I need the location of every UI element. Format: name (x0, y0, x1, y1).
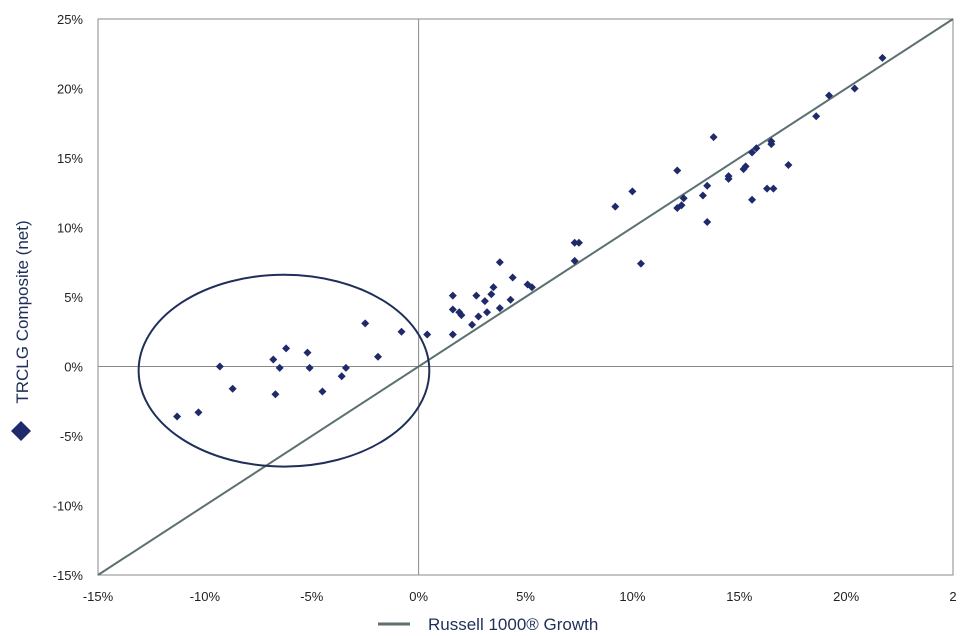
data-point (489, 283, 498, 292)
x-tick-label: 20% (833, 589, 859, 604)
data-point (303, 348, 312, 357)
data-point (673, 166, 682, 175)
y-tick-label: -15% (53, 568, 84, 583)
x-tick-label: -10% (190, 589, 221, 604)
data-point (337, 372, 346, 381)
data-point (495, 304, 504, 313)
data-point (448, 330, 457, 339)
data-point (812, 112, 821, 121)
axes (97, 18, 954, 576)
plot-frame (97, 18, 954, 576)
data-point (767, 137, 776, 146)
x-tick-label: 2 (949, 589, 956, 604)
data-point (318, 387, 327, 396)
data-point (269, 355, 278, 364)
data-point (611, 202, 620, 211)
data-point (474, 312, 483, 321)
data-point (570, 238, 579, 247)
data-point (483, 308, 492, 317)
data-point (703, 217, 712, 226)
data-point (850, 84, 859, 93)
data-point (769, 184, 778, 193)
data-point (878, 53, 887, 62)
y-tick-label: 0% (64, 360, 83, 375)
data-point (361, 319, 370, 328)
data-point (228, 384, 237, 393)
data-point (480, 297, 489, 306)
data-point (570, 256, 579, 265)
data-point (173, 412, 182, 421)
data-point (423, 330, 432, 339)
x-tick-label: 15% (726, 589, 752, 604)
data-point (468, 320, 477, 329)
data-point (508, 273, 517, 282)
data-point (628, 187, 637, 196)
data-point (698, 191, 707, 200)
data-point (763, 184, 772, 193)
data-point (784, 160, 793, 169)
data-point (679, 194, 688, 203)
data-point (741, 162, 750, 171)
y-tick-label: 20% (57, 82, 83, 97)
x-tick-label: -5% (300, 589, 324, 604)
data-point (305, 363, 314, 372)
y-tick-label: -10% (53, 499, 84, 514)
x-tick-labels: -15% -10% -5% 0% 5% 10% 15% 20% 2 (83, 589, 957, 604)
data-point (448, 305, 457, 314)
data-point (574, 238, 583, 247)
data-point (397, 327, 406, 336)
data-point (752, 144, 761, 153)
data-point (825, 91, 834, 100)
data-point (341, 363, 350, 372)
x-axis-title: Russell 1000® Growth (428, 615, 598, 634)
data-point (748, 148, 757, 157)
y-axis-title: TRCLG Composite (net) (13, 220, 32, 403)
y-tick-labels: -15% -10% -5% 0% 5% 10% 15% 20% 25% (53, 12, 84, 583)
data-point (374, 352, 383, 361)
data-point (194, 408, 203, 417)
data-point (677, 201, 686, 210)
y-axis-title-group: TRCLG Composite (net) (11, 220, 32, 441)
data-point (703, 181, 712, 190)
data-point (724, 172, 733, 181)
reference-line-layer (97, 18, 954, 576)
annotation-ellipse (137, 273, 431, 468)
data-point (271, 390, 280, 399)
annotation-layer (137, 273, 431, 468)
data-point (472, 291, 481, 300)
y-tick-label: 25% (57, 12, 83, 27)
data-point (457, 311, 466, 320)
data-point (215, 362, 224, 371)
data-point (275, 363, 284, 372)
reference-line (97, 18, 954, 576)
y-tick-label: 5% (64, 290, 83, 305)
data-point (527, 283, 536, 292)
y-legend-diamond-icon (11, 421, 31, 441)
y-tick-label: -5% (60, 429, 84, 444)
data-point (487, 290, 496, 299)
y-tick-label: 10% (57, 221, 83, 236)
data-point (636, 259, 645, 268)
data-point (506, 295, 515, 304)
data-point (448, 291, 457, 300)
data-point (282, 344, 291, 353)
legend: Russell 1000® Growth (378, 615, 598, 634)
x-tick-label: -15% (83, 589, 114, 604)
data-point (709, 133, 718, 142)
x-tick-label: 5% (516, 589, 535, 604)
x-tick-label: 10% (619, 589, 645, 604)
data-points (173, 53, 887, 421)
x-tick-label: 0% (409, 589, 428, 604)
y-tick-label: 15% (57, 151, 83, 166)
data-point (748, 195, 757, 204)
data-point (495, 258, 504, 267)
